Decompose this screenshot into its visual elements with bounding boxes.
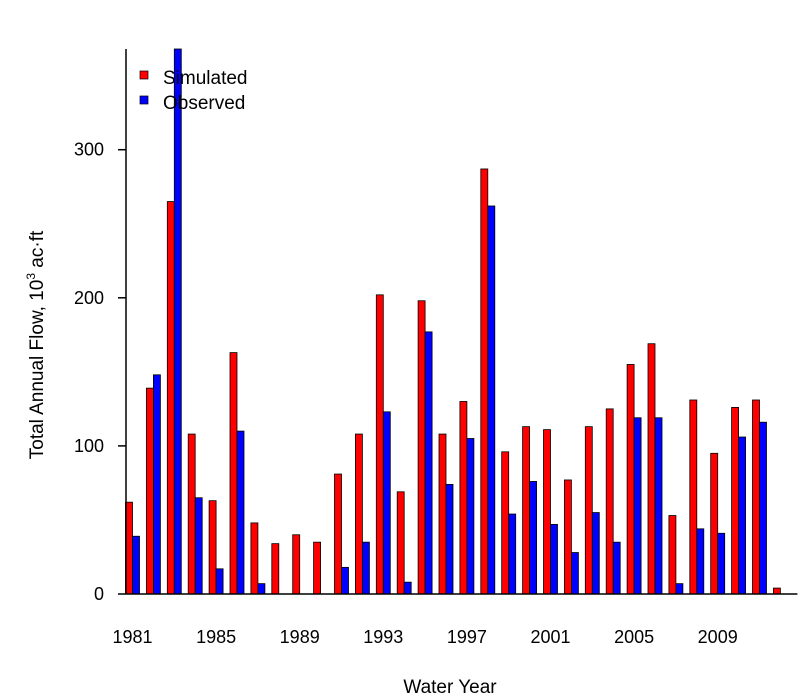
- bar-observed-1998: [487, 205, 496, 595]
- y-tick-label-100: 100: [74, 436, 104, 456]
- x-tick-label-1981: 1981: [112, 627, 152, 647]
- bar-observed-1999: [508, 513, 517, 595]
- x-tick-label-1993: 1993: [363, 627, 403, 647]
- x-tick-label-1997: 1997: [447, 627, 487, 647]
- bar-simulated-1993: [375, 294, 384, 595]
- y-tick-label-300: 300: [74, 140, 104, 160]
- bar-observed-2000: [529, 481, 537, 595]
- bar-observed-2011: [759, 421, 767, 595]
- bar-simulated-1999: [501, 451, 510, 595]
- y-tick-label-0: 0: [94, 584, 104, 604]
- bar-simulated-2002: [564, 479, 572, 595]
- bar-simulated-2012: [773, 587, 781, 595]
- bar-simulated-2003: [584, 426, 593, 595]
- bar-observed-1985: [215, 568, 224, 595]
- bar-observed-1997: [466, 438, 475, 595]
- x-tick-label-2009: 2009: [698, 627, 738, 647]
- bar-observed-1981: [132, 535, 140, 595]
- x-axis-title: Water Year: [403, 677, 497, 698]
- bar-simulated-1988: [271, 543, 280, 595]
- bar-simulated-1997: [459, 401, 468, 595]
- bars-group: [125, 48, 781, 595]
- bar-observed-2006: [654, 417, 663, 595]
- bar-simulated-2007: [668, 515, 677, 595]
- bar-simulated-2004: [605, 408, 614, 595]
- bar-simulated-1994: [396, 491, 405, 595]
- y-axis-title: Total Annual Flow, 103 ac·ft: [24, 230, 48, 459]
- bar-simulated-2006: [647, 343, 656, 595]
- bar-simulated-1983: [166, 201, 175, 595]
- bar-observed-1993: [382, 411, 391, 595]
- bar-observed-1996: [445, 484, 454, 595]
- bar-simulated-1982: [145, 387, 154, 595]
- y-axis-title-unit: ac·ft: [27, 230, 48, 273]
- bar-observed-2004: [612, 541, 621, 595]
- bar-observed-2008: [696, 528, 705, 595]
- bar-simulated-1984: [187, 433, 196, 595]
- x-tick-label-1989: 1989: [280, 627, 320, 647]
- bar-simulated-2000: [522, 426, 530, 595]
- bar-simulated-2011: [752, 399, 760, 595]
- bar-observed-1991: [341, 566, 349, 595]
- bar-observed-2010: [738, 436, 746, 595]
- bar-observed-1994: [403, 581, 412, 595]
- bar-observed-2001: [550, 523, 558, 595]
- bar-observed-1992: [361, 541, 370, 595]
- legend-swatch-observed: [139, 95, 149, 105]
- bar-simulated-1987: [250, 522, 259, 595]
- bar-simulated-1992: [354, 433, 363, 595]
- bar-simulated-1985: [208, 500, 217, 595]
- bar-observed-2009: [717, 532, 726, 595]
- x-tick-label-2005: 2005: [614, 627, 654, 647]
- bar-simulated-2009: [710, 452, 719, 595]
- bar-observed-2005: [633, 417, 642, 595]
- y-axis-title-sup: 3: [24, 273, 38, 280]
- bar-observed-1995: [424, 331, 433, 595]
- bar-observed-2003: [591, 512, 600, 595]
- bar-simulated-2001: [543, 429, 551, 595]
- bar-simulated-1986: [229, 352, 238, 595]
- bar-simulated-1998: [480, 168, 489, 595]
- bar-observed-1984: [194, 497, 203, 595]
- bar-observed-1982: [152, 374, 161, 595]
- y-axis-title-main: Total Annual Flow, 10: [27, 280, 48, 460]
- x-ticks-group: 1981 1985 1989 1993 1997 2001 2005 2009: [112, 627, 737, 647]
- legend-label-simulated: Simulated: [163, 68, 248, 89]
- x-tick-label-2001: 2001: [530, 627, 570, 647]
- bar-simulated-2008: [689, 399, 698, 595]
- bar-simulated-2010: [731, 406, 739, 595]
- bar-observed-2007: [675, 583, 684, 595]
- bar-observed-1987: [257, 583, 266, 595]
- bar-observed-2002: [571, 552, 579, 595]
- legend-swatch-simulated: [139, 70, 149, 80]
- y-ticks-group: 0 100 200 300: [74, 140, 126, 604]
- bar-simulated-2005: [626, 364, 635, 595]
- bar-simulated-1991: [334, 473, 342, 595]
- bar-simulated-1989: [292, 534, 301, 595]
- bar-simulated-1996: [438, 433, 447, 595]
- x-tick-label-1985: 1985: [196, 627, 236, 647]
- bar-observed-1983: [173, 48, 182, 595]
- y-tick-label-200: 200: [74, 288, 104, 308]
- bar-simulated-1995: [417, 300, 426, 595]
- legend: Simulated Observed: [139, 68, 248, 114]
- legend-label-observed: Observed: [163, 93, 245, 114]
- bar-observed-1986: [236, 430, 245, 595]
- bar-simulated-1990: [313, 541, 322, 595]
